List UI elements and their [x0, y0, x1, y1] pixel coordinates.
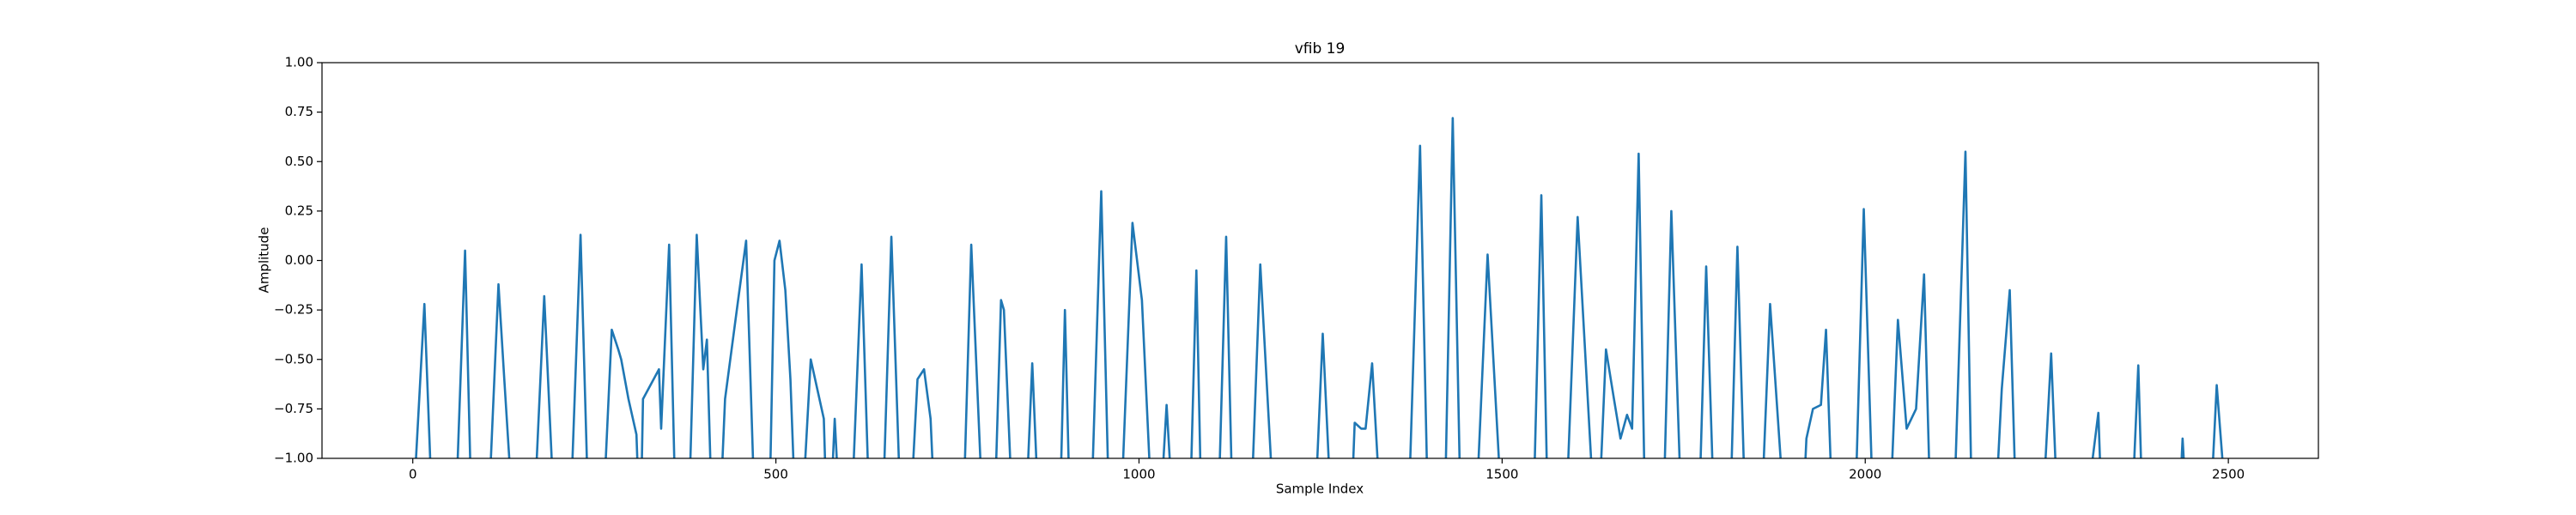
x-tick-label: 2500 [2212, 467, 2245, 482]
x-tick-label: 500 [763, 467, 788, 482]
x-axis-label: Sample Index [1276, 482, 1364, 497]
y-tick-label: −0.25 [274, 302, 313, 318]
y-tick-label: −0.75 [274, 401, 313, 416]
y-axis-label: Amplitude [257, 227, 272, 294]
x-tick-label: 2000 [1849, 467, 1881, 482]
y-tick-label: 0.00 [285, 252, 313, 268]
y-tick-label: 1.00 [285, 55, 313, 70]
y-tick-label: 0.25 [285, 203, 313, 218]
plot-frame [321, 62, 2319, 459]
y-tick-label: 0.75 [285, 104, 313, 119]
y-tick-label: −0.50 [274, 351, 313, 367]
signal-line [415, 117, 2224, 458]
y-tick-label: −1.00 [274, 451, 313, 466]
x-tick-label: 1500 [1485, 467, 1518, 482]
x-tick-label: 0 [409, 467, 417, 482]
x-tick-label: 1000 [1122, 467, 1155, 482]
y-tick-label: 0.50 [285, 154, 313, 169]
chart-title: vfib 19 [1295, 40, 1346, 58]
